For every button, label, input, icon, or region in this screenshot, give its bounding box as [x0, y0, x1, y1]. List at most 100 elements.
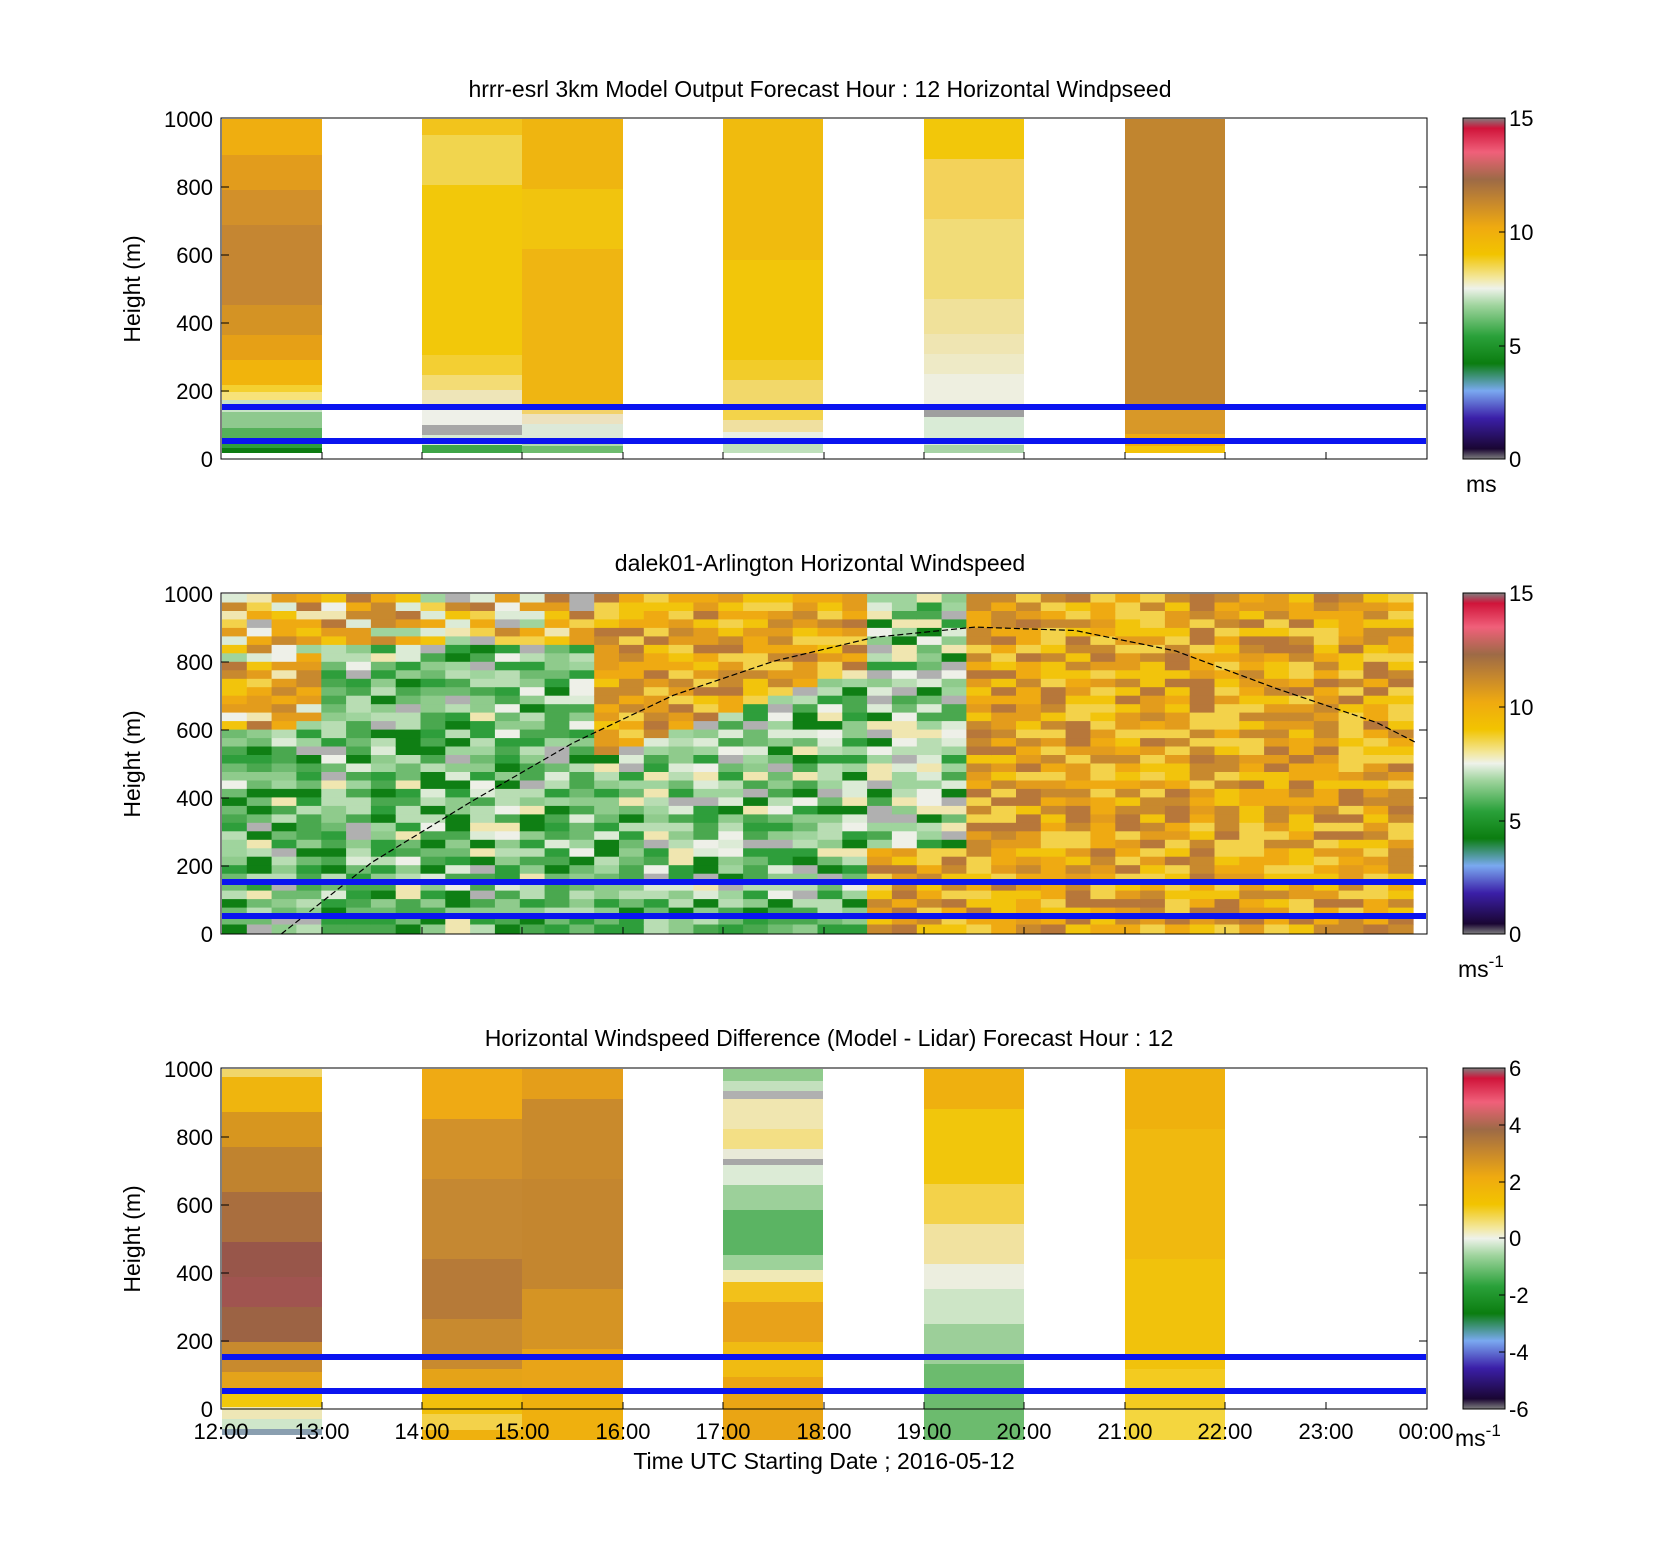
- heatmap-cell: [1313, 661, 1340, 671]
- heatmap-cell: [1065, 712, 1091, 722]
- heatmap-cell: [470, 695, 496, 705]
- heatmap-cell: [767, 822, 794, 832]
- heatmap-cell: [767, 839, 794, 849]
- heatmap-cell: [966, 856, 992, 866]
- heatmap-cell: [966, 594, 992, 604]
- heatmap-cell: [222, 907, 248, 917]
- heatmap-cell: [966, 907, 992, 917]
- heatmap-cell: [991, 772, 1017, 782]
- y-tick-label: 400: [176, 1261, 213, 1286]
- heatmap-cell: [296, 636, 322, 646]
- heatmap-cell: [1040, 916, 1067, 926]
- heatmap-cell: [891, 721, 918, 731]
- heatmap-cell: [1264, 729, 1290, 739]
- heatmap-cell: [1090, 704, 1116, 714]
- heatmap-cell: [569, 831, 595, 841]
- heatmap-cell: [767, 831, 794, 841]
- heatmap-cell: [1040, 856, 1067, 866]
- heatmap-cell: [1016, 814, 1042, 824]
- heatmap-cell: [1164, 602, 1191, 612]
- heatmap-cell: [395, 899, 422, 909]
- heatmap-cell: [222, 738, 248, 748]
- heatmap-cell: [693, 712, 719, 722]
- heatmap-cell: [519, 636, 546, 646]
- heatmap-cell: [445, 780, 471, 790]
- heatmap-cell: [445, 678, 471, 688]
- heatmap-cell: [891, 899, 918, 909]
- heatmap-cell: [767, 746, 794, 756]
- heatmap-cell: [1239, 721, 1265, 731]
- heatmap-cell: [222, 594, 248, 604]
- heatmap-cell: [395, 653, 422, 663]
- heatmap-cell: [817, 755, 843, 765]
- heatmap-cell: [1164, 687, 1191, 697]
- heatmap-cell: [445, 627, 471, 637]
- heatmap-cell: [1388, 907, 1414, 917]
- heatmap-cell: [494, 670, 521, 680]
- heatmap-cell: [916, 763, 943, 773]
- heatmap-cell: [1363, 602, 1389, 612]
- heatmap-cell: [445, 611, 471, 621]
- heatmap-cell: [867, 839, 893, 849]
- heatmap-cell: [1164, 873, 1191, 883]
- heatmap-cell: [743, 738, 769, 748]
- heatmap-cell: [519, 712, 546, 722]
- heatmap-cell: [246, 865, 273, 875]
- heatmap-cell: [991, 653, 1017, 663]
- heatmap-cell: [544, 653, 570, 663]
- heatmap-cell: [1288, 704, 1315, 714]
- heatmap-cell: [966, 805, 992, 815]
- heatmap-cell: [1164, 661, 1191, 671]
- heatmap-cell: [346, 678, 372, 688]
- heatmap-cell: [1189, 653, 1216, 663]
- heatmap-cell: [1288, 890, 1315, 900]
- heatmap-cell: [1090, 822, 1116, 832]
- heatmap-cell: [842, 619, 868, 629]
- colorbar-unit-label: ms-1: [1455, 1421, 1501, 1451]
- heatmap-cell: [941, 746, 967, 756]
- heatmap-cell: [991, 738, 1017, 748]
- heatmap-cell: [991, 721, 1017, 731]
- heatmap-cell: [1065, 661, 1091, 671]
- heatmap-cell: [792, 602, 819, 612]
- heatmap-cell: [1090, 712, 1116, 722]
- heatmap-cell: [619, 873, 645, 883]
- heatmap-cell: [321, 822, 347, 832]
- heatmap-cell: [494, 653, 521, 663]
- heatmap-cell: [321, 797, 347, 807]
- heatmap-cell: [1388, 738, 1414, 748]
- heatmap-cell: [1164, 797, 1191, 807]
- heatmap-cell: [544, 661, 570, 671]
- heatmap-cell: [470, 772, 496, 782]
- heatmap-cell: [991, 594, 1017, 604]
- heatmap-cell: [693, 594, 719, 604]
- heatmap-cell: [966, 882, 992, 892]
- heatmap-cell: [420, 627, 446, 637]
- heatmap-cell: [792, 856, 819, 866]
- heatmap-cell: [693, 644, 719, 654]
- heatmap-cell: [619, 644, 645, 654]
- heatmap-cell: [494, 721, 521, 731]
- heatmap-cell: [1239, 611, 1265, 621]
- heatmap-cell: [494, 644, 521, 654]
- heatmap-cell: [1288, 729, 1315, 739]
- heatmap-cell: [1363, 746, 1389, 756]
- heatmap-cell: [767, 907, 794, 917]
- heatmap-cell: [296, 916, 322, 926]
- heatmap-cell: [271, 907, 297, 917]
- heatmap-cell: [817, 627, 843, 637]
- heatmap-cell: [494, 924, 521, 934]
- heatmap-cell: [817, 661, 843, 671]
- heatmap-cell: [1065, 788, 1091, 798]
- heatmap-cell: [1264, 797, 1290, 807]
- heatmap-cell: [1363, 814, 1389, 824]
- heatmap-cell: [1388, 721, 1414, 731]
- heatmap-cell: [1090, 611, 1116, 621]
- heatmap-cell: [222, 611, 248, 621]
- heatmap-cell: [693, 678, 719, 688]
- heatmap-cell: [222, 882, 248, 892]
- heatmap-cell: [544, 780, 570, 790]
- heatmap-cell: [991, 644, 1017, 654]
- heatmap-cell: [1140, 687, 1166, 697]
- heatmap-cell: [246, 695, 273, 705]
